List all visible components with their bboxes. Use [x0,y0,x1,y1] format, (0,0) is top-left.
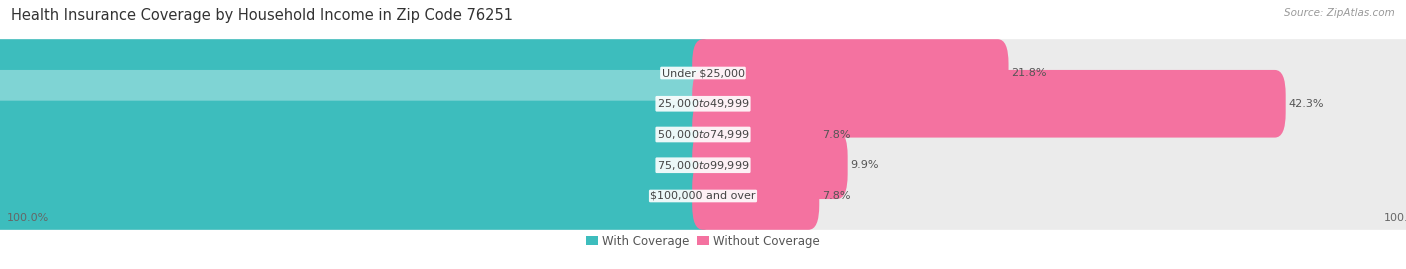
FancyBboxPatch shape [0,162,714,230]
Text: 21.8%: 21.8% [1011,68,1046,78]
Text: 7.8%: 7.8% [823,129,851,140]
FancyBboxPatch shape [692,132,848,199]
FancyBboxPatch shape [692,70,1285,137]
FancyBboxPatch shape [0,101,714,168]
Text: $50,000 to $74,999: $50,000 to $74,999 [657,128,749,141]
FancyBboxPatch shape [0,39,714,107]
FancyBboxPatch shape [692,132,1406,199]
Text: $75,000 to $99,999: $75,000 to $99,999 [657,159,749,172]
FancyBboxPatch shape [0,70,714,137]
Text: 7.8%: 7.8% [823,191,851,201]
FancyBboxPatch shape [0,101,714,168]
Text: Under $25,000: Under $25,000 [661,68,745,78]
Legend: With Coverage, Without Coverage: With Coverage, Without Coverage [581,230,825,253]
FancyBboxPatch shape [692,101,1406,168]
Text: 100.0%: 100.0% [7,213,49,223]
Text: 42.3%: 42.3% [1288,99,1324,109]
Text: 9.9%: 9.9% [851,160,879,170]
Text: Health Insurance Coverage by Household Income in Zip Code 76251: Health Insurance Coverage by Household I… [11,8,513,23]
FancyBboxPatch shape [692,162,1406,230]
FancyBboxPatch shape [692,39,1406,107]
FancyBboxPatch shape [0,132,714,199]
Text: 100.0%: 100.0% [1384,213,1406,223]
Text: Source: ZipAtlas.com: Source: ZipAtlas.com [1284,8,1395,18]
FancyBboxPatch shape [0,162,714,230]
FancyBboxPatch shape [0,70,714,137]
FancyBboxPatch shape [0,132,714,199]
FancyBboxPatch shape [692,162,820,230]
FancyBboxPatch shape [692,101,820,168]
FancyBboxPatch shape [692,39,1008,107]
FancyBboxPatch shape [692,70,1406,137]
Text: $25,000 to $49,999: $25,000 to $49,999 [657,97,749,110]
Text: $100,000 and over: $100,000 and over [650,191,756,201]
FancyBboxPatch shape [0,39,714,107]
